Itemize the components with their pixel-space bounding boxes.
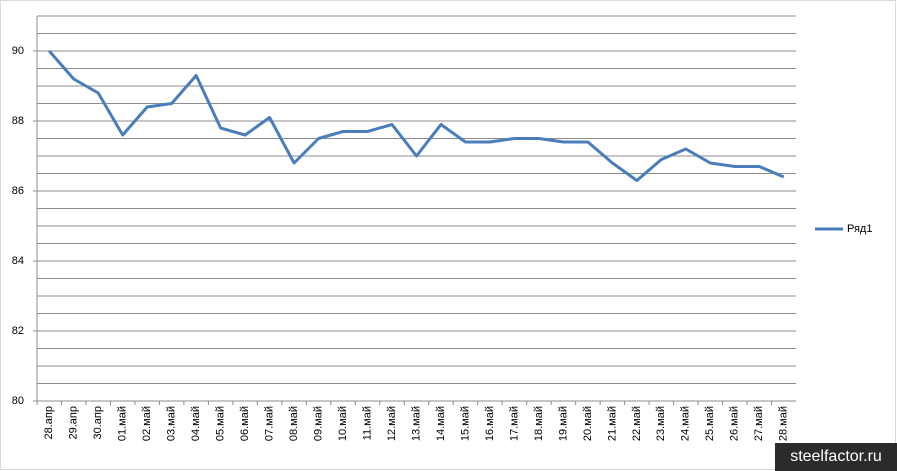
x-tick-label: 28.апр [43, 406, 55, 439]
x-tick-label: 16.май [484, 406, 496, 441]
x-tick-label: 05.май [215, 406, 227, 441]
x-tick-label: 23.май [655, 406, 667, 441]
x-tick-label: 03.май [166, 406, 178, 441]
x-tick-label: 28.май [778, 406, 790, 441]
x-tick-label: 24.май [680, 406, 692, 441]
watermark: steelfactor.ru [775, 443, 897, 471]
x-tick-label: 11.май [361, 406, 373, 440]
y-tick-label: 90 [12, 45, 24, 57]
line-series [48, 50, 785, 182]
y-tick-label: 82 [12, 325, 24, 337]
x-tick-label: 21.май [606, 406, 618, 441]
x-tick-label: 22.май [631, 406, 643, 441]
x-tick-label: 20.май [582, 406, 594, 441]
x-tick-label: 29.апр [68, 406, 80, 439]
legend-label: Ряд1 [847, 223, 872, 235]
y-tick-label: 84 [12, 255, 24, 267]
x-tick-label: 08.май [288, 406, 300, 441]
y-tick-label: 86 [12, 185, 24, 197]
x-tick-label: 10.май [337, 406, 349, 441]
x-tick-label: 25.май [704, 406, 716, 441]
x-tick-label: 17.май [508, 406, 520, 441]
x-tick-label: 12.май [386, 406, 398, 441]
x-tick-label: 09.май [312, 406, 324, 441]
y-tick-label: 88 [12, 115, 24, 127]
x-tick-label: 27.май [753, 406, 765, 441]
x-tick-label: 01.май [117, 406, 129, 441]
x-tick-label: 15.май [459, 406, 471, 441]
x-tick-label: 04.май [190, 406, 202, 441]
y-tick-label: 80 [12, 395, 24, 407]
x-tick-label: 02.май [141, 406, 153, 441]
x-tick-label: 26.май [729, 406, 741, 441]
x-tick-label: 18.май [533, 406, 545, 441]
x-tick-label: 30.апр [92, 406, 104, 439]
x-tick-label: 07.май [264, 406, 276, 441]
x-tick-label: 19.май [557, 406, 569, 441]
x-tick-label: 13.май [410, 406, 422, 441]
x-tick-label: 14.май [435, 406, 447, 441]
x-tick-label: 06.май [239, 406, 251, 441]
